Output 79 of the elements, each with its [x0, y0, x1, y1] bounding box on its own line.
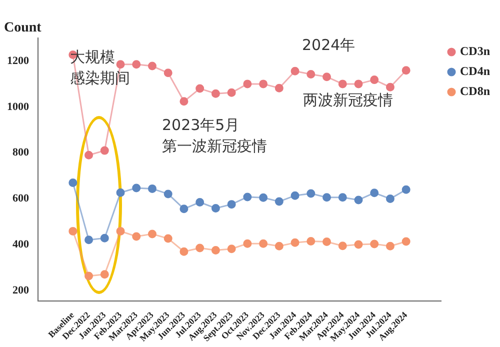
point [227, 200, 236, 209]
point [402, 237, 410, 246]
point [274, 242, 284, 250]
point [402, 66, 410, 75]
point [196, 198, 204, 206]
point [68, 226, 78, 236]
point [180, 97, 188, 106]
point [274, 84, 284, 92]
point [322, 72, 332, 82]
point [68, 178, 78, 187]
point [116, 226, 125, 236]
point [211, 204, 220, 212]
y-tick-label: 200 [12, 284, 30, 297]
point [116, 188, 125, 197]
point [290, 191, 300, 200]
point [386, 242, 394, 250]
point [370, 76, 379, 84]
point [180, 204, 188, 214]
y-tick-label: 1200 [7, 54, 30, 67]
point [116, 60, 125, 69]
annotation: 2023年5月第一波新冠疫情 [162, 116, 267, 155]
point [227, 88, 236, 97]
point [211, 89, 220, 98]
legend-label: CD4n [460, 64, 490, 78]
annotation: 大规模感染期间 [70, 48, 130, 87]
point [386, 82, 394, 92]
point [196, 84, 204, 93]
point [338, 242, 347, 250]
point [243, 192, 252, 202]
y-axis-title: Count [4, 20, 42, 36]
point [274, 197, 284, 206]
legend-label: CD8n [460, 84, 490, 98]
point [338, 193, 347, 202]
point [243, 239, 252, 248]
y-tick-label: 800 [12, 146, 30, 159]
point [354, 240, 363, 249]
point [148, 62, 156, 70]
point [84, 150, 94, 160]
point [100, 234, 109, 242]
point [370, 188, 379, 198]
point [259, 80, 268, 88]
point [132, 232, 141, 241]
point [259, 193, 268, 202]
point [370, 240, 379, 248]
y-tick-label: 400 [12, 238, 30, 251]
point [322, 193, 332, 202]
point [164, 190, 172, 198]
point [84, 236, 94, 244]
point [100, 146, 109, 155]
point [306, 189, 316, 198]
point [132, 60, 141, 69]
point [259, 239, 268, 248]
point [290, 238, 300, 247]
annotation: 两波新冠疫情 [303, 90, 393, 109]
point [180, 247, 188, 256]
point [243, 80, 252, 88]
point [338, 80, 347, 88]
point [164, 68, 172, 78]
point [354, 80, 363, 88]
point [386, 194, 394, 204]
point [290, 66, 300, 76]
point [100, 270, 109, 279]
point [84, 272, 94, 280]
point [354, 196, 363, 204]
point [306, 70, 316, 79]
point [306, 237, 316, 246]
point [148, 184, 156, 193]
y-tick-label: 1000 [7, 100, 30, 113]
point [322, 238, 332, 246]
point [148, 230, 156, 238]
point [402, 185, 410, 194]
annotation: 2024年 [302, 36, 356, 54]
legend-label: CD3n [460, 44, 490, 58]
point [132, 184, 141, 192]
point [164, 234, 172, 243]
point [227, 244, 236, 254]
y-tick-label: 600 [12, 192, 30, 205]
point [196, 244, 204, 252]
point [211, 246, 220, 255]
